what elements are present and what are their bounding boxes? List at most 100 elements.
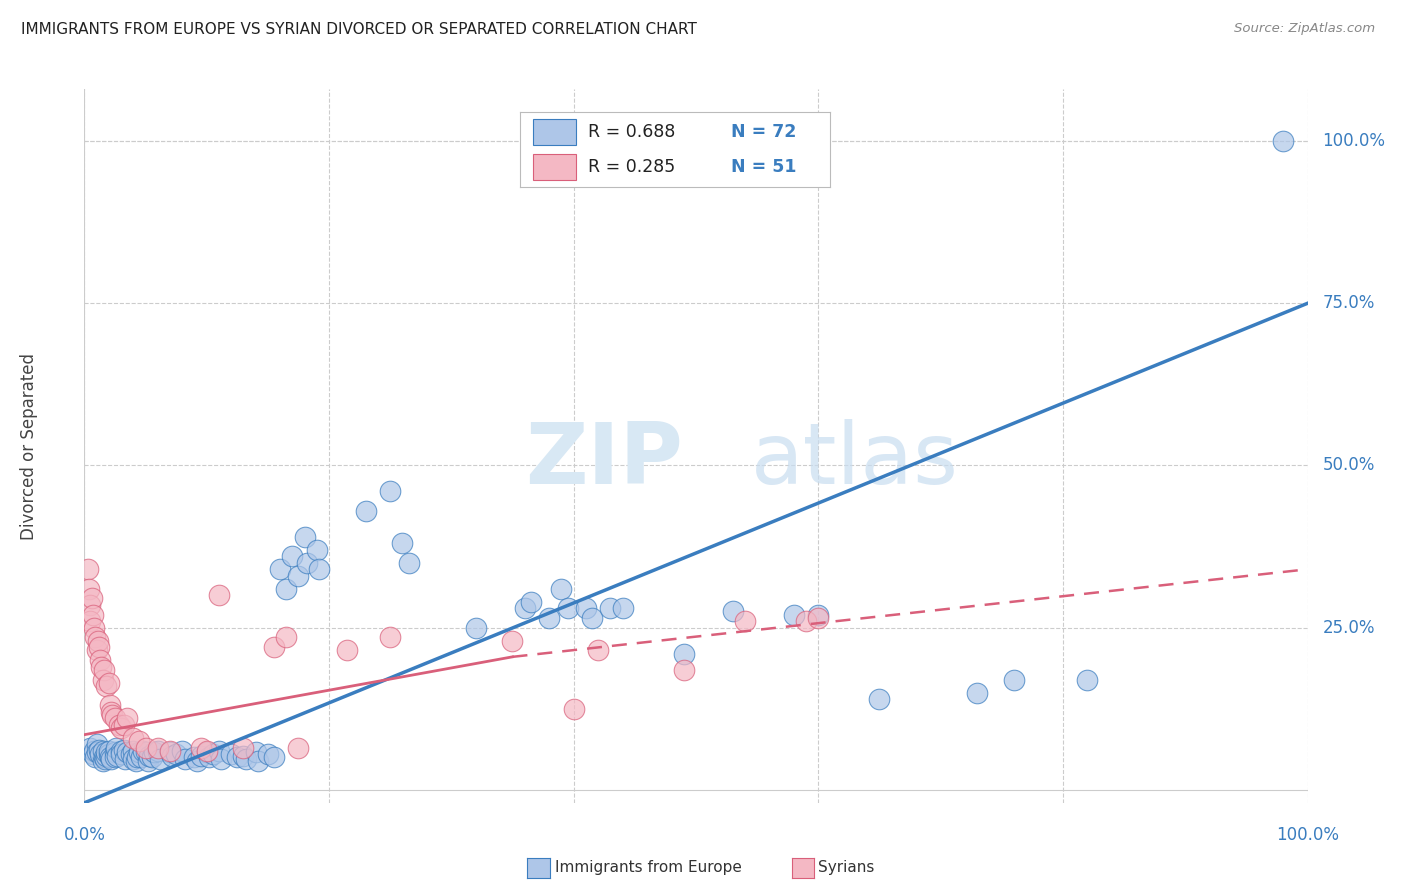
Point [125, 750, 148, 764]
Point [173, 752, 195, 766]
Point [308, 562, 330, 576]
Point [257, 747, 280, 761]
Point [84, 631, 107, 645]
Point [143, 745, 166, 759]
Text: ZIP: ZIP [524, 418, 682, 502]
Text: 50.0%: 50.0% [1322, 457, 1375, 475]
Point [354, 504, 377, 518]
Point [87, 640, 110, 654]
Point [201, 747, 224, 761]
Point [97, 675, 120, 690]
Point [672, 663, 695, 677]
Point [96, 749, 118, 764]
Point [132, 744, 155, 758]
Point [159, 744, 181, 758]
Text: N = 51: N = 51 [731, 158, 796, 176]
Bar [533, 154, 576, 179]
Point [520, 595, 543, 609]
Point [550, 582, 572, 596]
Point [232, 740, 254, 755]
Bar [533, 119, 576, 145]
Point [100, 705, 122, 719]
Point [115, 711, 138, 725]
Text: 0.0%: 0.0% [63, 825, 105, 844]
Point [380, 484, 402, 499]
Point [599, 601, 621, 615]
Point [1272, 134, 1295, 148]
Point [104, 745, 127, 759]
Point [104, 750, 127, 764]
Point [245, 745, 267, 759]
Point [120, 747, 142, 761]
Text: 100.0%: 100.0% [1322, 132, 1385, 150]
Point [89, 747, 111, 761]
Point [135, 745, 157, 759]
Point [294, 530, 316, 544]
Point [101, 708, 124, 723]
Point [105, 740, 128, 755]
Point [77, 562, 100, 576]
Point [114, 752, 136, 766]
Point [91, 673, 114, 687]
Point [105, 749, 128, 764]
Text: Immigrants from Europe: Immigrants from Europe [555, 861, 742, 875]
Point [336, 643, 359, 657]
Point [110, 721, 132, 735]
Point [209, 752, 232, 766]
Point [98, 750, 121, 764]
Point [128, 734, 150, 748]
Point [226, 750, 249, 764]
Point [276, 582, 298, 596]
Point [110, 744, 132, 758]
Point [87, 633, 110, 648]
Point [146, 744, 169, 758]
Point [125, 754, 148, 768]
Point [734, 614, 756, 628]
Point [122, 752, 145, 766]
Point [557, 601, 579, 615]
Text: 25.0%: 25.0% [1322, 619, 1375, 637]
Text: 75.0%: 75.0% [1322, 294, 1375, 312]
Point [586, 643, 609, 657]
Point [208, 588, 231, 602]
Point [513, 601, 536, 615]
Point [186, 754, 208, 768]
Point [82, 747, 104, 761]
Point [100, 752, 122, 766]
Point [86, 745, 108, 759]
Point [83, 744, 105, 758]
Point [141, 750, 163, 764]
Point [1002, 673, 1025, 687]
Point [235, 752, 257, 766]
Point [807, 611, 830, 625]
Point [794, 614, 817, 628]
Point [380, 631, 402, 645]
Point [391, 536, 413, 550]
Point [115, 745, 138, 759]
Point [82, 607, 104, 622]
Point [136, 754, 159, 768]
Point [581, 611, 603, 625]
Point [398, 556, 420, 570]
Point [464, 621, 486, 635]
Point [672, 647, 695, 661]
Point [281, 549, 304, 564]
Point [86, 643, 108, 657]
Point [97, 747, 120, 761]
Point [807, 607, 830, 622]
Point [195, 744, 218, 758]
Point [93, 750, 115, 764]
Point [869, 692, 891, 706]
Point [966, 685, 988, 699]
Point [91, 754, 114, 768]
Point [183, 750, 205, 764]
Point [77, 582, 100, 596]
Text: Syrians: Syrians [818, 861, 875, 875]
Point [96, 745, 118, 759]
Point [107, 718, 129, 732]
Text: IMMIGRANTS FROM EUROPE VS SYRIAN DIVORCED OR SEPARATED CORRELATION CHART: IMMIGRANTS FROM EUROPE VS SYRIAN DIVORCE… [21, 22, 697, 37]
Point [97, 744, 120, 758]
Point [129, 750, 152, 764]
Point [219, 747, 242, 761]
Point [190, 749, 212, 764]
